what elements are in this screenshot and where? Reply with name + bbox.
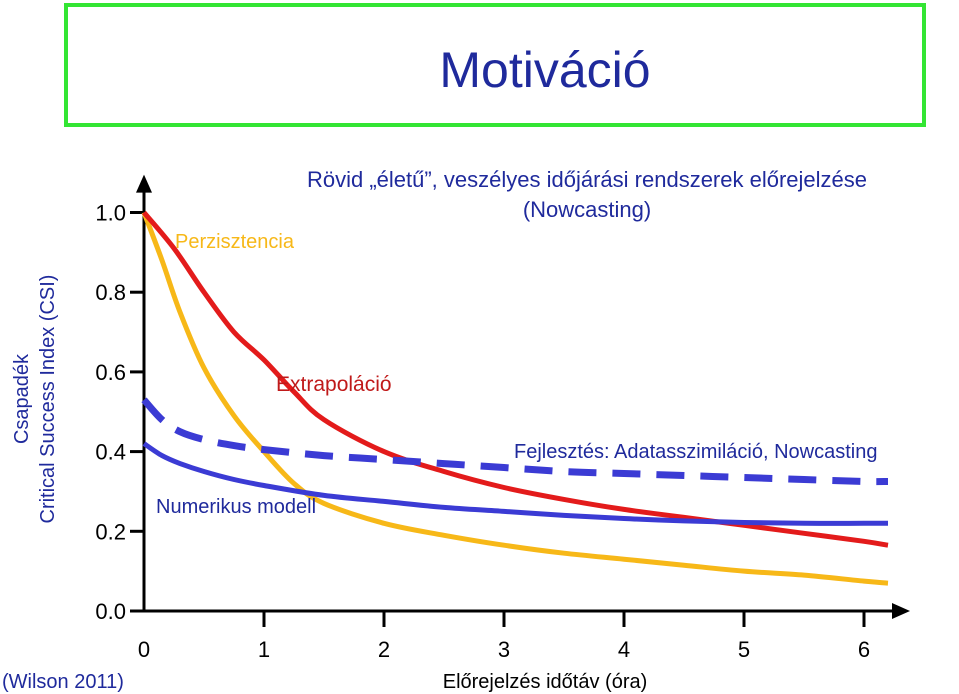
x-axis-label: Előrejelzés időtáv (óra): [443, 671, 648, 693]
y-tick-label: 0.0: [95, 599, 126, 624]
x-tick-label: 1: [258, 637, 270, 662]
x-tick-label: 6: [858, 637, 870, 662]
y-tick-label: 0.6: [95, 360, 126, 385]
y-axis-label-line2: Critical Success Index (CSI): [37, 275, 59, 524]
y-axis-arrow: [136, 174, 152, 193]
annotation-perzisztencia: Perzisztencia: [175, 231, 295, 253]
annotation-fejlesztes: Fejlesztés: Adatasszimiláció, Nowcasting: [514, 441, 877, 463]
y-tick-label: 0.4: [95, 440, 126, 465]
series-line-fejlesztes: [141, 397, 889, 486]
x-axis-arrow: [892, 603, 910, 619]
annotation-extrapolacio: Extrapoláció: [276, 373, 392, 396]
slide-title: Motiváció: [439, 42, 651, 98]
series-line-numerikus: [142, 441, 888, 526]
series-line-extrapolacio: [142, 210, 889, 548]
chart-subtitle-line2: (Nowcasting): [523, 197, 651, 222]
x-tick-label: 5: [738, 637, 750, 662]
y-axis-label-line1: Csapadék: [11, 353, 33, 444]
citation: (Wilson 2011): [2, 671, 124, 693]
title-box: Motiváció: [64, 3, 926, 127]
x-tick-label: 0: [138, 637, 150, 662]
series-layer: [141, 210, 889, 586]
y-tick-label: 1.0: [95, 201, 126, 226]
y-tick-label: 0.2: [95, 519, 126, 544]
series-line-perzisztencia: [141, 211, 889, 586]
axes: 0.0 0.2 0.4 0.6 0.8 1.0 0 1 2 3 4 5 6: [95, 174, 910, 662]
y-tick-label: 0.8: [95, 280, 126, 305]
chart-subtitle-line1: Rövid „életű”, veszélyes időjárási rends…: [307, 167, 867, 192]
x-tick-label: 2: [378, 637, 390, 662]
x-tick-label: 3: [498, 637, 510, 662]
annotation-numerikus: Numerikus modell: [156, 496, 316, 518]
x-tick-label: 4: [618, 637, 630, 662]
